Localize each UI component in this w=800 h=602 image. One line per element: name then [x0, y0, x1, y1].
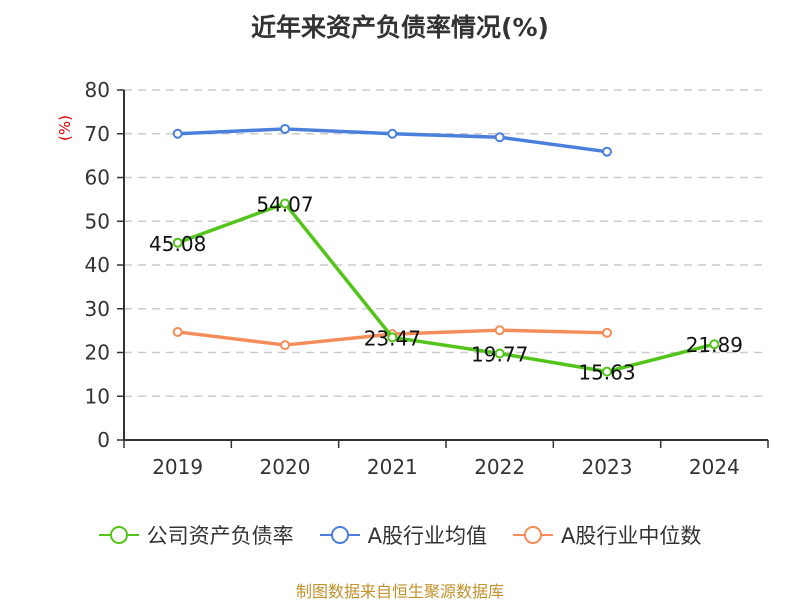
- data-point[interactable]: [494, 132, 505, 143]
- y-tick-label: 80: [85, 78, 110, 102]
- legend-item-company[interactable]: 公司资产负债率: [98, 520, 294, 550]
- data-label: 21.89: [686, 333, 743, 357]
- data-label: 19.77: [471, 343, 528, 367]
- x-tick-label: 2020: [260, 455, 311, 479]
- data-point[interactable]: [387, 128, 398, 139]
- legend-blue-circle-icon: [319, 526, 360, 544]
- data-point[interactable]: [280, 198, 290, 209]
- series-line: [177, 201, 715, 374]
- data-point[interactable]: [280, 340, 290, 351]
- data-point[interactable]: [387, 332, 398, 343]
- data-point[interactable]: [602, 366, 612, 377]
- y-axis-label: (%): [56, 115, 74, 141]
- y-tick-label: 40: [85, 253, 110, 277]
- y-tick-label: 70: [85, 122, 110, 146]
- legend-label: 公司资产负债率: [146, 524, 294, 548]
- x-tick-label: 2019: [152, 455, 203, 479]
- legend: 公司资产负债率 A股行业均值 A股行业中位数: [0, 520, 800, 550]
- data-point[interactable]: [280, 123, 290, 134]
- legend-orange-circle-icon: [513, 526, 553, 544]
- data-point[interactable]: [172, 237, 183, 248]
- data-label: 45.08: [149, 232, 206, 256]
- data-point[interactable]: [602, 146, 612, 157]
- legend-green-circle-icon: [98, 526, 139, 544]
- x-tick-label: 2024: [689, 455, 740, 479]
- data-point[interactable]: [172, 326, 183, 337]
- data-point[interactable]: [494, 325, 505, 336]
- y-tick-label: 30: [85, 297, 110, 321]
- y-tick-label: 10: [85, 384, 110, 408]
- data-label: 15.63: [578, 361, 635, 385]
- data-label: 54.07: [256, 192, 313, 216]
- data-point[interactable]: [602, 327, 612, 338]
- chart-title: 近年来资产负债率情况(%): [251, 13, 549, 42]
- data-point[interactable]: [494, 348, 505, 359]
- x-tick-label: 2022: [474, 455, 525, 479]
- data-point[interactable]: [709, 339, 720, 350]
- data-label: 23.47: [364, 326, 421, 350]
- legend-label: A股行业中位数: [561, 524, 702, 548]
- x-tick-label: 2021: [367, 455, 418, 479]
- y-tick-label: 50: [85, 209, 110, 233]
- legend-label: A股行业均值: [367, 524, 487, 548]
- y-tick-label: 60: [85, 166, 110, 190]
- source-note: 制图数据来自恒生聚源数据库: [295, 582, 504, 601]
- legend-item-industry-mean[interactable]: A股行业均值: [319, 520, 487, 550]
- y-tick-label: 20: [85, 341, 110, 365]
- data-point[interactable]: [172, 128, 183, 139]
- x-tick-label: 2023: [582, 455, 633, 479]
- legend-item-industry-median[interactable]: A股行业中位数: [513, 520, 701, 550]
- y-tick-label: 0: [97, 428, 110, 452]
